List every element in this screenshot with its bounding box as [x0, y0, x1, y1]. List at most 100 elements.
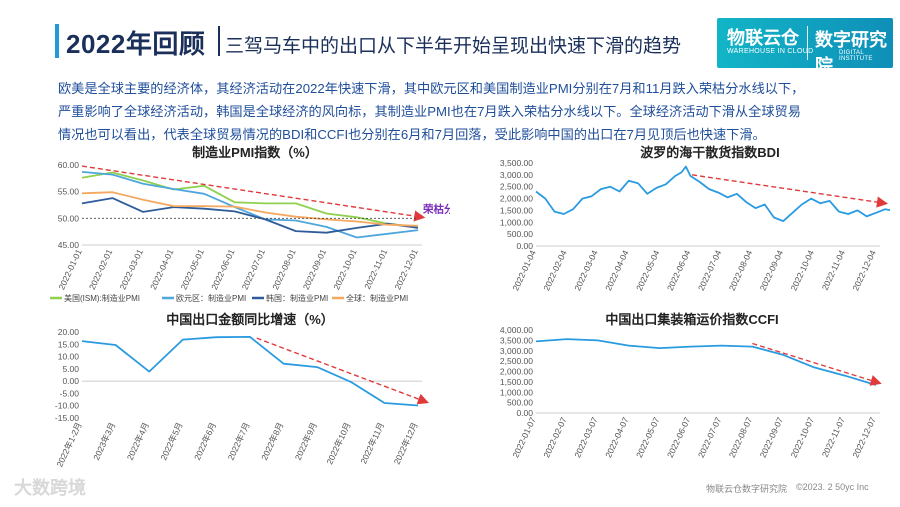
x-tick-label: 2022-10-07	[789, 415, 817, 459]
y-tick-label: 15.00	[58, 339, 80, 349]
x-tick-label: 2022-12-01	[392, 247, 420, 291]
series-line-1	[81, 335, 419, 407]
summary-line-2: 严重影响了全球经济活动，韩国是全球经济的风向标，其制造业PMI也在7月跌入荣枯分…	[58, 104, 801, 119]
x-tick-label: 2022-01-07	[510, 415, 538, 459]
y-tick-label: 1,500.00	[500, 377, 533, 387]
x-tick-label: 2022-09-04	[758, 248, 786, 292]
x-tick-label: 2022-05-04	[634, 248, 662, 292]
x-tick-label: 2022-06-01	[209, 247, 237, 291]
ccfi-chart-title: 中国出口集装箱运价指数CCFI	[605, 312, 778, 327]
y-tick-label: 500.00	[507, 229, 533, 239]
legend-label: 欧元区：制造业PMI	[176, 293, 246, 303]
x-tick-label: 2022年7月	[226, 421, 252, 462]
ccfi-chart: 中国出口集装箱运价指数CCFI 4,000.003,500.003,000.00…	[500, 312, 882, 459]
x-tick-label: 2022-10-04	[789, 248, 817, 292]
x-tick-label: 2022-05-01	[179, 247, 207, 291]
x-tick-label: 2022-10-01	[331, 247, 359, 291]
x-tick-label: 2022-03-07	[572, 415, 600, 459]
y-tick-label: 4,000.00	[500, 325, 533, 335]
y-tick-label: 0.00	[516, 241, 533, 251]
x-tick-label: 2022年9月	[293, 421, 319, 462]
threshold-label: 荣枯分水线	[422, 202, 450, 215]
bdi-chart-title: 波罗的海干散货指数BDI	[640, 145, 779, 160]
y-tick-label: 3,500.00	[500, 158, 533, 168]
brand-logo: 物联云仓 WAREHOUSE IN CLOUD 数字研究院 DIGITAL IN…	[717, 18, 893, 76]
series-line-1	[535, 338, 877, 386]
legend-label: 韩国：制造业PMI	[266, 293, 328, 303]
x-tick-label: 2022-11-01	[362, 247, 389, 290]
x-tick-label: 2022-04-01	[148, 247, 176, 291]
trend-arrow	[752, 342, 882, 386]
y-tick-label: 0.00	[516, 408, 533, 418]
legend-label: 全球：制造业PMI	[346, 293, 408, 303]
series-line-1	[535, 165, 890, 222]
x-tick-label: 2022-06-07	[665, 415, 693, 459]
page-subtitle: 三驾马车中的出口从下半年开始呈现出快速下滑的趋势	[225, 36, 682, 57]
brand-right-en: DIGITAL INSTITUTE	[839, 50, 873, 62]
y-tick-label: 10.00	[58, 352, 80, 362]
x-tick-label: 2022年4月	[125, 421, 151, 462]
legend-label: 美国(ISM):制造业PMI	[64, 293, 140, 303]
watermark-text: 大数跨境	[14, 478, 86, 498]
y-tick-label: 20.00	[58, 327, 80, 337]
x-tick-label: 2022-04-07	[603, 415, 631, 459]
summary-line-3: 情况也可以看出，代表全球贸易情况的BDI和CCFI也分别在6月和7月回落，受此影…	[58, 127, 766, 142]
x-tick-label: 2022年5月	[158, 421, 184, 462]
export-growth-chart: 中国出口金额同比增速（%） 20.00 15.00 10.00 5.00 0.00 -5.…	[54, 312, 430, 469]
y-tick-label: 0.00	[62, 376, 79, 386]
y-tick-label: 5.00	[62, 364, 79, 374]
x-tick-label: 2022-11-07	[820, 415, 847, 458]
y-tick-label: 1,000.00	[500, 217, 533, 227]
pmi-chart-title: 制造业PMI指数（%）	[192, 145, 318, 160]
x-tick-label: 2022年12月	[392, 421, 420, 466]
x-tick-label: 2022-11-04	[820, 248, 847, 291]
y-tick-label: 500.00	[507, 398, 533, 408]
footer-copyright: ©2023. 2 50yc Inc	[796, 482, 869, 492]
page-title: 2022年回顾	[66, 29, 206, 59]
x-tick-label: 2022-12-07	[850, 415, 878, 459]
x-tick-label: 2022-08-04	[727, 248, 755, 292]
y-tick-label: 2,500.00	[500, 182, 533, 192]
y-tick-label: 2,000.00	[500, 367, 533, 377]
x-tick-label: 2022-05-07	[634, 415, 662, 459]
pmi-chart: 制造业PMI指数（%） 60.00 55.00 50.00 45.002022-01-…	[50, 145, 450, 303]
series-line-4	[81, 191, 419, 227]
y-tick-label: 3,500.00	[500, 335, 533, 345]
brand-left-name: 物联云仓	[727, 28, 799, 48]
y-tick-label: 45.00	[58, 240, 80, 250]
y-tick-label: -15.00	[55, 413, 79, 423]
brand-right-name: 数字研究院	[815, 30, 887, 76]
x-tick-label: 2022-01-01	[56, 247, 84, 291]
x-tick-label: 2022-12-04	[850, 248, 878, 292]
x-tick-label: 2022-02-04	[541, 248, 569, 292]
title-accent-bar	[55, 24, 59, 58]
y-tick-label: 3,000.00	[500, 346, 533, 356]
x-tick-label: 2022年1-2月	[54, 421, 83, 469]
y-tick-label: 3,000.00	[500, 170, 533, 180]
x-tick-label: 2022年8月	[259, 421, 285, 462]
y-tick-label: 2,000.00	[500, 194, 533, 204]
y-tick-label: 1,500.00	[500, 205, 533, 215]
x-tick-label: 2022-03-01	[117, 247, 145, 291]
trend-arrow	[256, 337, 430, 405]
trend-arrow	[691, 174, 889, 208]
trend-arrow	[81, 165, 426, 222]
y-tick-label: 60.00	[58, 160, 80, 170]
x-tick-label: 2022-02-07	[541, 415, 569, 459]
series-line-3	[81, 197, 419, 234]
y-tick-label: 2,500.00	[500, 356, 533, 366]
x-tick-label: 2022-03-04	[572, 248, 600, 292]
title-separator	[218, 26, 220, 56]
x-tick-label: 2022-07-07	[696, 415, 724, 459]
y-tick-label: 50.00	[58, 213, 80, 223]
series-line-2	[81, 171, 419, 239]
footer-source: 物联云仓数字研究院	[706, 484, 788, 494]
x-tick-label: 2022-09-01	[301, 247, 329, 291]
x-tick-label: 2022-01-04	[510, 248, 538, 292]
summary-line-1: 欧美是全球主要的经济体，其经济活动在2022年快速下滑，其中欧元区和美国制造业P…	[58, 81, 805, 96]
bdi-chart: 波罗的海干散货指数BDI 3,500.00 3,000.00 2,500.00 2,0…	[500, 145, 890, 292]
x-tick-label: 2022年6月	[192, 421, 218, 462]
x-tick-label: 2022年10月	[324, 421, 352, 466]
y-tick-label: -5.00	[60, 388, 80, 398]
export-chart-title: 中国出口金额同比增速（%）	[166, 312, 334, 327]
